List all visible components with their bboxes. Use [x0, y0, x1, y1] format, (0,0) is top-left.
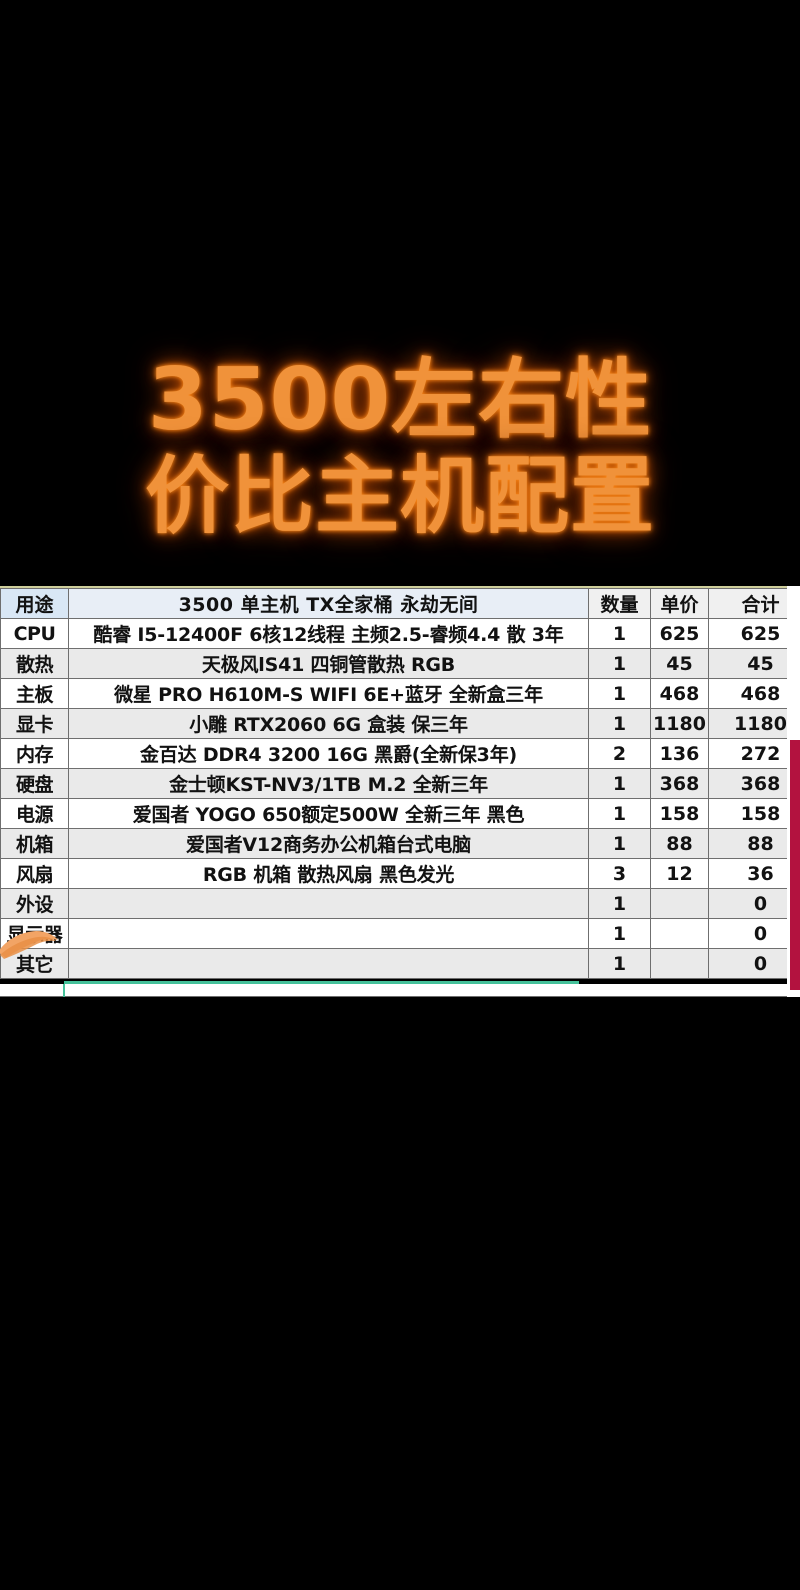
- header-cell-usage[interactable]: 用途: [0, 588, 69, 619]
- title-line-1: 3500左右性: [147, 350, 653, 450]
- cell-label[interactable]: 显卡: [0, 708, 69, 739]
- sheet-bottom-separator: [63, 984, 65, 997]
- cell-label[interactable]: CPU: [0, 618, 69, 649]
- table-row[interactable]: 主板 微星 PRO H610M-S WIFI 6E+蓝牙 全新盒三年 1 468 468: [0, 678, 800, 709]
- cell-qty[interactable]: 1: [588, 828, 651, 859]
- right-edge-accent: [790, 740, 800, 990]
- cell-desc[interactable]: 爱国者 YOGO 650额定500W 全新三年 黑色: [68, 798, 589, 829]
- config-table[interactable]: 用途 3500 单主机 TX全家桶 永劫无间 数量 单价 合计 CPU 酷睿 I5…: [0, 588, 800, 979]
- cell-price[interactable]: 12: [650, 858, 709, 889]
- cell-label[interactable]: 主板: [0, 678, 69, 709]
- table-row[interactable]: 机箱 爱国者V12商务办公机箱台式电脑 1 88 88: [0, 828, 800, 859]
- cell-qty[interactable]: 1: [588, 648, 651, 679]
- cell-label[interactable]: 内存: [0, 738, 69, 769]
- table-body: 用途 3500 单主机 TX全家桶 永劫无间 数量 单价 合计 CPU 酷睿 I5…: [0, 588, 800, 979]
- table-row[interactable]: 硬盘 金士顿KST-NV3/1TB M.2 全新三年 1 368 368: [0, 768, 800, 799]
- table-row[interactable]: 其它 1 0: [0, 948, 800, 979]
- cell-total[interactable]: 0: [708, 888, 800, 919]
- cell-qty[interactable]: 1: [588, 708, 651, 739]
- table-row[interactable]: 散热 天极风lS41 四铜管散热 RGB 1 45 45: [0, 648, 800, 679]
- cell-desc[interactable]: [68, 918, 589, 949]
- cell-label[interactable]: 机箱: [0, 828, 69, 859]
- cell-desc[interactable]: [68, 948, 589, 979]
- cell-price[interactable]: 158: [650, 798, 709, 829]
- header-cell-price[interactable]: 单价: [650, 588, 709, 619]
- table-row[interactable]: 显示器 1 0: [0, 918, 800, 949]
- title-line-2: 价比主机配置: [144, 447, 655, 545]
- cell-price[interactable]: 1180: [650, 708, 709, 739]
- cell-price[interactable]: 468: [650, 678, 709, 709]
- cell-price[interactable]: 625: [650, 618, 709, 649]
- cell-qty[interactable]: 1: [588, 918, 651, 949]
- cell-qty[interactable]: 1: [588, 768, 651, 799]
- cell-price[interactable]: [650, 918, 709, 949]
- cell-price[interactable]: 88: [650, 828, 709, 859]
- cell-price[interactable]: [650, 888, 709, 919]
- cell-label[interactable]: 风扇: [0, 858, 69, 889]
- cell-label[interactable]: 显示器: [0, 918, 69, 949]
- cell-qty[interactable]: 1: [588, 948, 651, 979]
- cell-qty[interactable]: 3: [588, 858, 651, 889]
- cell-label[interactable]: 外设: [0, 888, 69, 919]
- table-row[interactable]: 外设 1 0: [0, 888, 800, 919]
- cell-desc[interactable]: 天极风lS41 四铜管散热 RGB: [68, 648, 589, 679]
- cell-price[interactable]: 368: [650, 768, 709, 799]
- cell-desc[interactable]: 微星 PRO H610M-S WIFI 6E+蓝牙 全新盒三年: [68, 678, 589, 709]
- cell-total[interactable]: 36: [708, 858, 800, 889]
- table-header-row[interactable]: 用途 3500 单主机 TX全家桶 永劫无间 数量 单价 合计: [0, 588, 800, 619]
- cell-price[interactable]: 136: [650, 738, 709, 769]
- cell-label[interactable]: 电源: [0, 798, 69, 829]
- cell-total[interactable]: 625: [708, 618, 800, 649]
- cell-total[interactable]: 468: [708, 678, 800, 709]
- cell-label[interactable]: 硬盘: [0, 768, 69, 799]
- cell-label[interactable]: 散热: [0, 648, 69, 679]
- cell-price[interactable]: [650, 948, 709, 979]
- cell-qty[interactable]: 2: [588, 738, 651, 769]
- sheet-bottom-row[interactable]: [0, 984, 787, 997]
- cell-price[interactable]: 45: [650, 648, 709, 679]
- cell-total[interactable]: 368: [708, 768, 800, 799]
- selection-strip: [64, 981, 579, 984]
- header-cell-qty[interactable]: 数量: [588, 588, 651, 619]
- cell-desc[interactable]: [68, 888, 589, 919]
- cell-desc[interactable]: RGB 机箱 散热风扇 黑色发光: [68, 858, 589, 889]
- cell-total[interactable]: 1180: [708, 708, 800, 739]
- table-row[interactable]: 风扇 RGB 机箱 散热风扇 黑色发光 3 12 36: [0, 858, 800, 889]
- cell-total[interactable]: 0: [708, 918, 800, 949]
- cell-qty[interactable]: 1: [588, 798, 651, 829]
- title-block: 3500左右性 价比主机配置: [0, 352, 800, 544]
- cell-desc[interactable]: 金百达 DDR4 3200 16G 黑爵(全新保3年): [68, 738, 589, 769]
- table-row[interactable]: 显卡 小雕 RTX2060 6G 盒装 保三年 1 1180 1180: [0, 708, 800, 739]
- cell-desc[interactable]: 爱国者V12商务办公机箱台式电脑: [68, 828, 589, 859]
- cell-qty[interactable]: 1: [588, 678, 651, 709]
- cell-total[interactable]: 0: [708, 948, 800, 979]
- cell-desc[interactable]: 小雕 RTX2060 6G 盒装 保三年: [68, 708, 589, 739]
- cell-qty[interactable]: 1: [588, 618, 651, 649]
- cell-desc[interactable]: 金士顿KST-NV3/1TB M.2 全新三年: [68, 768, 589, 799]
- header-cell-total[interactable]: 合计: [708, 588, 800, 619]
- cell-desc[interactable]: 酷睿 I5-12400F 6核12线程 主频2.5-睿频4.4 散 3年: [68, 618, 589, 649]
- table-row[interactable]: CPU 酷睿 I5-12400F 6核12线程 主频2.5-睿频4.4 散 3年 1…: [0, 618, 800, 649]
- table-row[interactable]: 内存 金百达 DDR4 3200 16G 黑爵(全新保3年) 2 136 272: [0, 738, 800, 769]
- cell-total[interactable]: 45: [708, 648, 800, 679]
- cell-total[interactable]: 88: [708, 828, 800, 859]
- cell-label[interactable]: 其它: [0, 948, 69, 979]
- header-cell-title[interactable]: 3500 单主机 TX全家桶 永劫无间: [68, 588, 589, 619]
- cell-qty[interactable]: 1: [588, 888, 651, 919]
- config-spreadsheet[interactable]: 用途 3500 单主机 TX全家桶 永劫无间 数量 单价 合计 CPU 酷睿 I5…: [0, 586, 800, 979]
- table-row[interactable]: 电源 爱国者 YOGO 650额定500W 全新三年 黑色 1 158 158: [0, 798, 800, 829]
